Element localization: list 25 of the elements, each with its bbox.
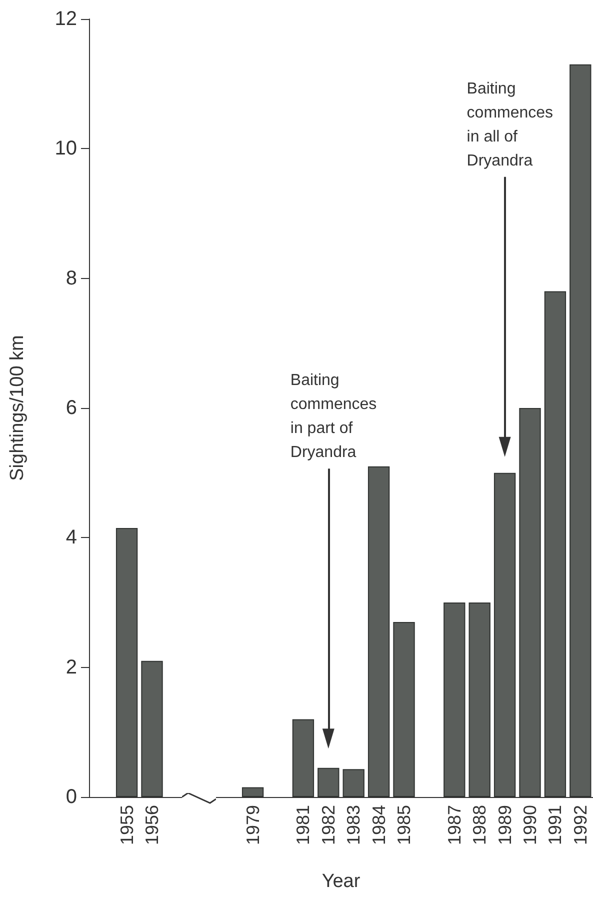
x-tick-label: 1990: [520, 805, 540, 846]
y-tick-label: 8: [66, 267, 77, 290]
x-tick-label: 1956: [142, 805, 162, 846]
annotation: Baiting commences in part of Dryandra: [290, 372, 382, 462]
x-tick-label: 1985: [394, 805, 414, 846]
x-tick-label: 1979: [242, 805, 263, 846]
y-tick-label: 6: [66, 397, 77, 419]
y-tick-label: 4: [66, 526, 77, 549]
x-tick-label: 1982: [318, 805, 338, 846]
y-tick-label: 2: [66, 656, 77, 678]
annotation: Baiting commences in all of Dryandra: [466, 80, 558, 170]
x-axis-title: Year: [322, 871, 361, 892]
x-tick-label: 1983: [344, 805, 364, 846]
x-tick-label: 1991: [545, 805, 566, 846]
x-tick-label: 1992: [570, 805, 590, 846]
x-tick-label: 1984: [368, 805, 389, 846]
y-tick-label: 12: [54, 8, 77, 30]
x-tick-label: 1988: [470, 805, 490, 846]
y-axis-title: Sightings/100 km: [7, 335, 28, 481]
x-tick-label: 1981: [293, 805, 314, 846]
x-tick-label: 1955: [116, 805, 137, 846]
x-tick-label: 1987: [444, 805, 464, 846]
x-tick-label: 1989: [494, 805, 515, 846]
y-tick-label: 10: [54, 138, 77, 160]
y-tick-label: 0: [66, 786, 77, 808]
